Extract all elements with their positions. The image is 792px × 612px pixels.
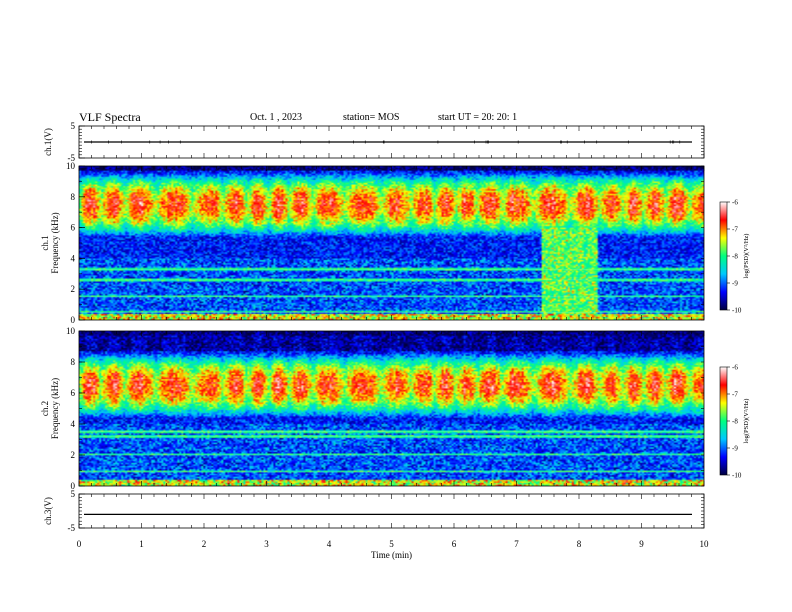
x-tick-label: 10 bbox=[700, 539, 710, 549]
station-label: station= MOS bbox=[343, 112, 400, 123]
y-tick-label: 8 bbox=[71, 192, 76, 202]
x-tick-label: 8 bbox=[577, 539, 582, 549]
spectrogram-image-ch1 bbox=[79, 166, 704, 320]
colorbar-tick-label: -9 bbox=[732, 445, 738, 453]
y-tick-label: 6 bbox=[71, 223, 76, 233]
colorbar-label: log(PSD)(V²/Hz) bbox=[743, 234, 750, 279]
y-axis-label: Frequency (kHz) bbox=[50, 378, 60, 439]
colorbar-1 bbox=[719, 201, 728, 311]
y-tick-label: 0 bbox=[71, 481, 76, 491]
y-axis-label: ch.2 bbox=[40, 401, 50, 416]
y-axis-label: Frequency (kHz) bbox=[50, 212, 60, 273]
y-tick-label: 6 bbox=[71, 388, 76, 398]
x-tick-label: 6 bbox=[452, 539, 457, 549]
colorbar-tick-label: -7 bbox=[732, 226, 738, 234]
x-tick-label: 9 bbox=[639, 539, 644, 549]
colorbar-tick-label: -6 bbox=[732, 199, 738, 207]
y-tick-label: 10 bbox=[66, 161, 76, 171]
y-tick-label: 0 bbox=[71, 315, 76, 325]
x-tick-label: 1 bbox=[139, 539, 144, 549]
y-axis-label: ch.1(V) bbox=[43, 128, 53, 156]
panel-frame bbox=[78, 493, 705, 529]
colorbar-tick-label: -9 bbox=[732, 280, 738, 288]
y-tick-label: 2 bbox=[71, 450, 76, 460]
colorbar-tick-label: -8 bbox=[732, 418, 738, 426]
y-tick-label: 8 bbox=[71, 357, 76, 367]
x-tick-label: 7 bbox=[514, 539, 519, 549]
x-tick-label: 0 bbox=[77, 539, 82, 549]
start-ut-label: start UT = 20: 20: 1 bbox=[438, 112, 518, 123]
chart-title: VLF Spectra bbox=[79, 110, 141, 124]
colorbar-tick-label: -10 bbox=[732, 472, 742, 480]
y-tick-label: 10 bbox=[66, 326, 76, 336]
colorbar-tick-label: -6 bbox=[732, 364, 738, 372]
y-tick-label: 4 bbox=[71, 419, 76, 429]
y-tick-label: 4 bbox=[71, 253, 76, 263]
colorbar-label: log(PSD)(V²/Hz) bbox=[743, 399, 750, 444]
x-tick-label: 3 bbox=[264, 539, 269, 549]
colorbar-tick-label: -7 bbox=[732, 391, 738, 399]
y-axis-label: ch.3(V) bbox=[43, 497, 53, 525]
x-tick-label: 5 bbox=[389, 539, 394, 549]
x-tick-label: 4 bbox=[327, 539, 332, 549]
y-tick-label: 5 bbox=[71, 489, 76, 499]
x-axis-label: Time (min) bbox=[371, 550, 412, 560]
y-tick-label: 5 bbox=[71, 121, 76, 131]
colorbar-tick-label: -8 bbox=[732, 253, 738, 261]
y-tick-label: -5 bbox=[68, 153, 76, 163]
colorbar-2 bbox=[719, 366, 728, 476]
y-tick-label: -5 bbox=[68, 523, 76, 533]
y-axis-label: ch.1 bbox=[40, 235, 50, 250]
y-tick-label: 2 bbox=[71, 284, 76, 294]
date-label: Oct. 1 , 2023 bbox=[250, 112, 302, 123]
spectrogram-image-ch2 bbox=[79, 331, 704, 486]
x-tick-label: 2 bbox=[202, 539, 207, 549]
colorbar-tick-label: -10 bbox=[732, 307, 742, 315]
